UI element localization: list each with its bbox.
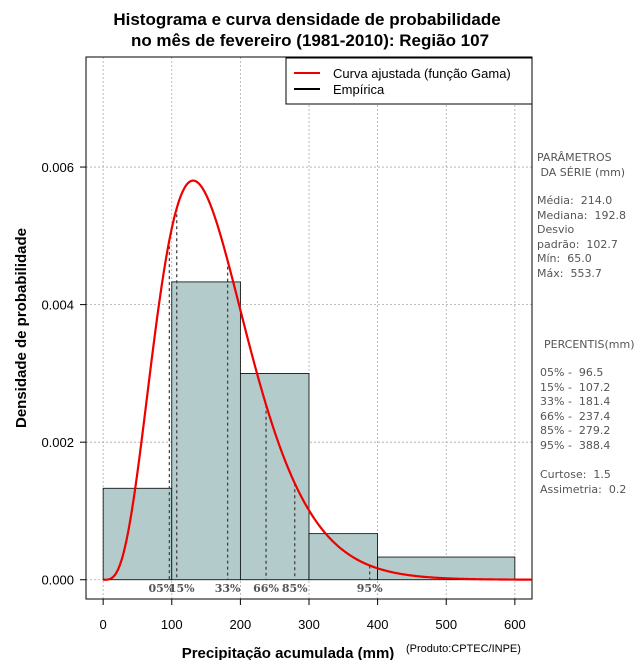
percentile-label: 05% — [148, 582, 174, 595]
parameters-heading: PARÂMETROS DA SÉRIE (mm) — [537, 151, 626, 179]
histogram-bar — [377, 556, 516, 581]
histogram-bar — [102, 487, 173, 581]
gamma-curve — [103, 179, 532, 581]
bars — [102, 281, 516, 581]
product-credit: (Produto:CPTEC/INPE) — [406, 643, 521, 655]
histogram-bar — [171, 281, 241, 581]
legend: Curva ajustada (função Gama) Empírica — [285, 57, 533, 105]
x-axis-label: Precipitação acumulada (mm) — [182, 645, 395, 660]
x-tick-label: 300 — [298, 617, 320, 632]
gamma-curve-group — [103, 179, 532, 581]
y-tick-label: 0.006 — [41, 160, 74, 175]
percentile-labels: 05%15% 33% 66% 85% 95% — [148, 582, 383, 595]
x-tick-label: 600 — [504, 617, 526, 632]
percentiles-values: 05% - 96.5 15% - 107.2 33% - 181.4 66% -… — [540, 366, 627, 496]
x-tick-label: 100 — [161, 617, 183, 632]
legend-empirical-label: Empírica — [333, 82, 385, 97]
x-tick-label: 200 — [230, 617, 252, 632]
legend-box — [285, 57, 533, 105]
chart-title-line1: Histograma e curva densidade de probabil… — [113, 10, 500, 29]
y-tick-label: 0.004 — [41, 298, 74, 313]
percentile-label: 85% — [282, 582, 308, 595]
y-tick-label: 0.002 — [41, 435, 74, 450]
y-axis: 0.000 0.002 0.004 0.006 — [41, 160, 86, 588]
histogram-bar — [239, 372, 310, 581]
x-tick-label: 500 — [435, 617, 457, 632]
y-axis-label: Densidade de probabilidade — [13, 228, 30, 428]
x-tick-label: 400 — [367, 617, 389, 632]
legend-curve-label: Curva ajustada (função Gama) — [333, 66, 511, 81]
percentile-label: 95% — [357, 582, 383, 595]
percentile-label: 66% — [253, 582, 279, 595]
percentile-lines — [168, 208, 371, 580]
x-tick-label: 0 — [100, 617, 107, 632]
percentile-label: 15% — [169, 582, 195, 595]
percentile-label: 33% — [215, 582, 241, 595]
parameters-values: Média: 214.0 Mediana: 192.8 Desvio padrã… — [537, 194, 626, 280]
chart-title-line2: no mês de fevereiro (1981-2010): Região … — [131, 31, 489, 50]
x-axis: 0 100 200 300 400 500 600 — [100, 598, 526, 632]
y-tick-label: 0.000 — [41, 573, 74, 588]
percentiles-heading: PERCENTIS(mm) — [544, 338, 635, 351]
histogram-bar — [308, 533, 379, 581]
